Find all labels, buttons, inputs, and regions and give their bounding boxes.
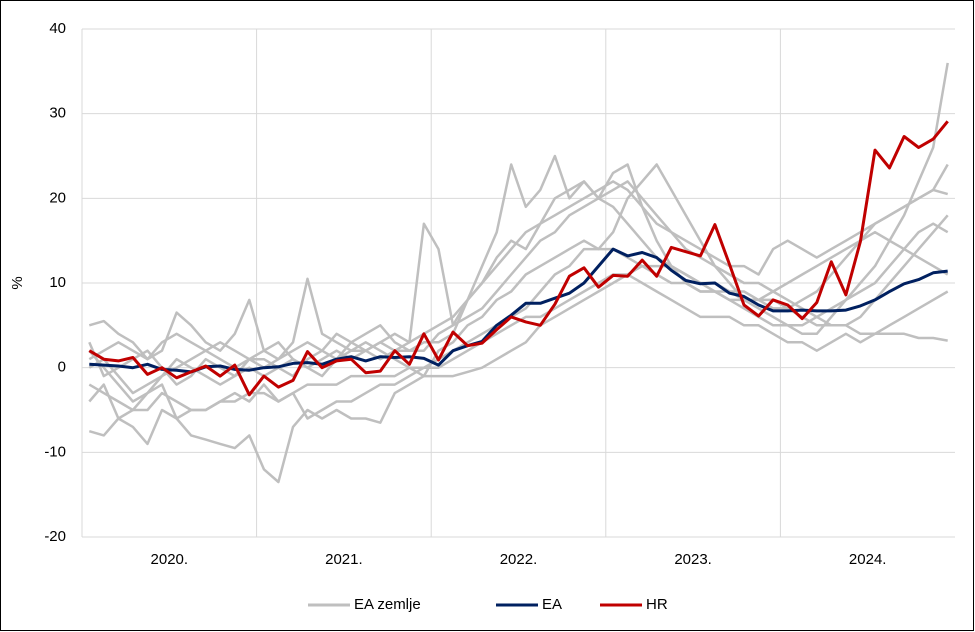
line: [88, 180, 949, 361]
line: [88, 273, 949, 420]
line: [88, 264, 948, 484]
x-tick-label: 2022.: [500, 551, 538, 568]
x-tick-label: 2021.: [325, 551, 363, 568]
line: [88, 120, 949, 397]
y-tick-label: -20: [44, 528, 66, 545]
y-axis-label: %: [9, 276, 26, 289]
line: [89, 247, 948, 374]
x-tick-label: 2020.: [151, 551, 189, 568]
legend-label: EA: [542, 596, 562, 613]
y-tick-label: 0: [58, 359, 66, 376]
line: [88, 230, 949, 395]
x-tick-label: 2024.: [849, 551, 887, 568]
y-tick-label: 20: [49, 189, 66, 206]
line: [88, 62, 949, 386]
y-tick-label: -10: [44, 443, 66, 460]
legend-label: EA zemlje: [354, 596, 421, 613]
y-tick-label: 40: [49, 20, 66, 37]
y-tick-label: 30: [49, 105, 66, 122]
y-tick-label: 10: [49, 274, 66, 291]
x-tick-label: 2023.: [674, 551, 712, 568]
line: [88, 163, 949, 412]
legend-label: HR: [646, 596, 668, 613]
